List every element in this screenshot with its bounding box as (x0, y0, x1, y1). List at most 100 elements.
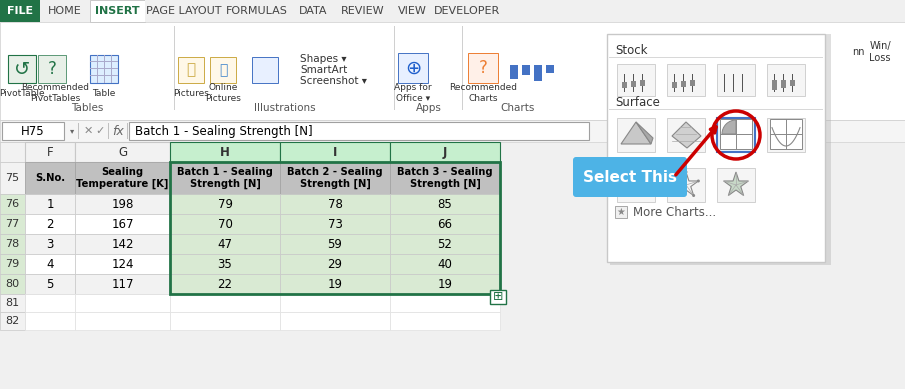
Bar (170, 254, 280, 274)
Text: 76: 76 (5, 199, 20, 209)
Text: ⊞: ⊞ (492, 291, 503, 303)
Bar (672, 82, 677, 88)
Bar (8, 55, 36, 83)
Bar (291, 0, 335, 22)
Text: INSERT: INSERT (95, 6, 139, 16)
Text: Batch 3 - Sealing
Strength [N]: Batch 3 - Sealing Strength [N] (397, 167, 493, 189)
Bar (674, 74, 675, 92)
Text: 167: 167 (111, 217, 134, 231)
Bar (280, 142, 390, 162)
Bar (398, 53, 428, 83)
Text: 19: 19 (328, 277, 342, 291)
Bar (90, 68, 118, 69)
Text: 52: 52 (437, 238, 452, 251)
Bar (690, 80, 695, 86)
Text: 4: 4 (46, 258, 53, 270)
Text: 🌐: 🌐 (219, 63, 227, 77)
Circle shape (692, 194, 695, 197)
Bar (129, 122, 589, 140)
Text: 40: 40 (437, 258, 452, 270)
Circle shape (684, 170, 688, 173)
Bar (617, 168, 655, 202)
Bar (170, 162, 280, 194)
Bar (75, 162, 170, 194)
Text: Illustrations: Illustrations (254, 103, 316, 113)
Text: 66: 66 (437, 217, 452, 231)
Text: 5: 5 (46, 277, 53, 291)
Text: G: G (118, 145, 127, 158)
Bar (770, 119, 802, 149)
Bar (252, 57, 278, 83)
Text: H: H (220, 145, 230, 158)
Bar (0, 214, 25, 234)
Text: 47: 47 (217, 238, 233, 251)
Bar (280, 162, 390, 194)
Text: Batch 1 - Sealing Strength [N]: Batch 1 - Sealing Strength [N] (135, 124, 312, 137)
Bar (790, 80, 795, 86)
Polygon shape (624, 172, 648, 196)
Bar (683, 74, 684, 92)
Text: Select This: Select This (583, 170, 677, 184)
Text: 82: 82 (5, 316, 20, 326)
Bar (25, 214, 75, 234)
Text: F: F (47, 145, 53, 158)
Text: Recommended
Charts: Recommended Charts (449, 83, 517, 103)
Bar (25, 234, 75, 254)
Text: PAGE LAYOUT: PAGE LAYOUT (147, 6, 222, 16)
Bar (170, 194, 280, 214)
Bar (0, 312, 25, 330)
Bar (615, 206, 627, 218)
Bar (772, 80, 777, 90)
Bar (75, 254, 170, 274)
Bar (742, 74, 743, 92)
Bar (667, 64, 705, 96)
Text: ✕: ✕ (83, 126, 92, 136)
Text: DATA: DATA (299, 6, 328, 16)
Text: ↺: ↺ (14, 60, 30, 79)
Text: 80: 80 (5, 279, 20, 289)
Bar (25, 194, 75, 214)
Bar (390, 312, 500, 330)
FancyBboxPatch shape (573, 157, 687, 197)
Bar (767, 118, 805, 152)
Bar (280, 234, 390, 254)
Text: Batch 2 - Sealing
Strength [N]: Batch 2 - Sealing Strength [N] (287, 167, 383, 189)
Bar (90, 75, 118, 76)
Text: ▾: ▾ (70, 126, 74, 135)
Bar (280, 312, 390, 330)
Bar (390, 142, 500, 162)
Bar (631, 81, 636, 87)
Text: Pictures: Pictures (173, 89, 209, 98)
Bar (75, 142, 170, 162)
Bar (617, 118, 655, 152)
Bar (223, 0, 291, 22)
Text: 1: 1 (46, 198, 53, 210)
Bar (390, 294, 500, 312)
Text: HOME: HOME (48, 6, 81, 16)
Bar (394, 26, 395, 110)
Bar (335, 0, 391, 22)
Bar (624, 74, 625, 92)
Bar (720, 119, 752, 149)
Bar (75, 234, 170, 254)
Text: Sealing
Temperature [K]: Sealing Temperature [K] (76, 167, 168, 189)
Bar (170, 214, 280, 234)
Bar (0, 0, 40, 22)
Bar (792, 74, 793, 92)
Text: 79: 79 (217, 198, 233, 210)
Bar (25, 254, 75, 274)
Text: 85: 85 (438, 198, 452, 210)
Text: 75: 75 (5, 173, 20, 183)
Text: Charts: Charts (500, 103, 535, 113)
Wedge shape (722, 120, 736, 134)
Text: ?: ? (479, 59, 488, 77)
Circle shape (672, 179, 675, 182)
Bar (170, 312, 280, 330)
Text: VIEW: VIEW (397, 6, 426, 16)
Bar (783, 74, 784, 92)
Text: 78: 78 (328, 198, 342, 210)
Text: REVIEW: REVIEW (341, 6, 385, 16)
Bar (767, 64, 805, 96)
Bar (75, 214, 170, 234)
Text: PivotTable: PivotTable (0, 89, 45, 98)
